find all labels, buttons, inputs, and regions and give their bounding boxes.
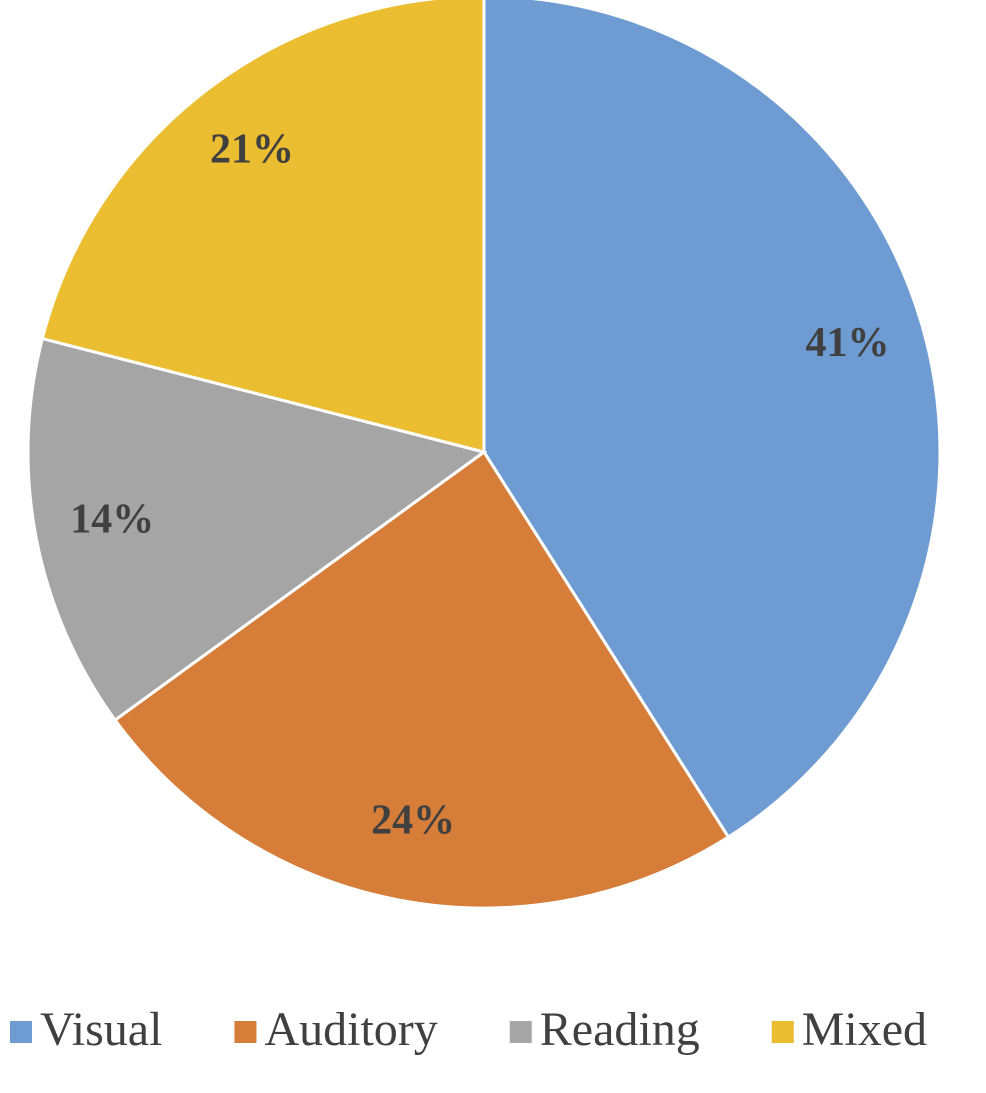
legend-label: Visual	[40, 1003, 162, 1056]
legend-label: Auditory	[264, 1003, 437, 1056]
data-label: 21%	[210, 127, 294, 173]
data-label: 24%	[371, 797, 455, 843]
legend-swatch	[10, 1021, 32, 1043]
pie-slice	[40, 0, 486, 454]
legend-swatch	[509, 1021, 532, 1043]
data-label: 14%	[70, 497, 154, 543]
pie-slice	[112, 449, 731, 910]
pie-slice	[482, 0, 942, 840]
legend-label: Reading	[540, 1003, 700, 1056]
legend-label: Mixed	[802, 1003, 927, 1056]
pie-slice	[26, 336, 488, 723]
legend-swatch	[234, 1021, 257, 1043]
legend-swatch	[771, 1021, 794, 1043]
data-label: 41%	[805, 320, 889, 366]
